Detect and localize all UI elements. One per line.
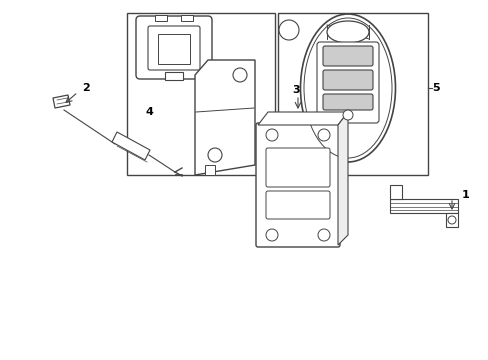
Text: 2: 2	[82, 83, 90, 93]
FancyBboxPatch shape	[265, 191, 329, 219]
Polygon shape	[53, 95, 70, 108]
Circle shape	[447, 216, 455, 224]
Polygon shape	[337, 112, 347, 245]
Bar	[181, 15, 193, 21]
Polygon shape	[389, 185, 401, 199]
Text: 1: 1	[461, 190, 469, 200]
FancyBboxPatch shape	[323, 46, 372, 66]
FancyBboxPatch shape	[323, 70, 372, 90]
Polygon shape	[195, 60, 254, 175]
Bar	[164, 72, 183, 80]
Circle shape	[265, 129, 278, 141]
Circle shape	[232, 68, 246, 82]
Ellipse shape	[326, 21, 368, 43]
FancyBboxPatch shape	[148, 26, 200, 70]
Text: 4: 4	[145, 107, 153, 117]
Bar	[389, 199, 457, 213]
Circle shape	[317, 129, 329, 141]
Text: 5: 5	[431, 83, 439, 93]
FancyBboxPatch shape	[316, 42, 378, 123]
FancyBboxPatch shape	[323, 94, 372, 110]
Polygon shape	[112, 132, 150, 160]
FancyBboxPatch shape	[136, 16, 212, 79]
Circle shape	[207, 148, 222, 162]
Text: 3: 3	[291, 85, 299, 95]
Ellipse shape	[300, 14, 395, 162]
FancyBboxPatch shape	[265, 148, 329, 187]
Bar	[127, 13, 274, 175]
Bar	[158, 34, 190, 64]
Circle shape	[317, 229, 329, 241]
Circle shape	[342, 110, 352, 120]
Polygon shape	[445, 213, 457, 227]
Bar	[155, 15, 167, 21]
Circle shape	[265, 229, 278, 241]
Polygon shape	[258, 112, 347, 125]
Bar	[278, 13, 427, 175]
FancyBboxPatch shape	[256, 123, 339, 247]
Polygon shape	[204, 165, 215, 175]
Circle shape	[279, 20, 298, 40]
